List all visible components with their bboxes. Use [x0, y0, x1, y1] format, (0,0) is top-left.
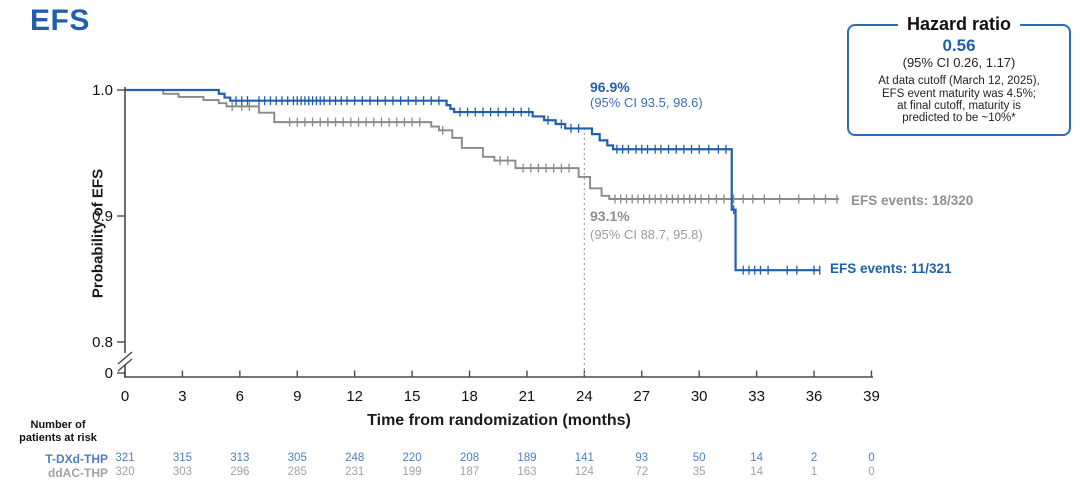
- risk-value: 189: [517, 452, 537, 464]
- risk-value: 14: [750, 466, 763, 478]
- risk-value: 315: [172, 452, 192, 464]
- risk-value: 124: [574, 466, 594, 478]
- risk-table-header-line1: Number of: [30, 419, 86, 431]
- ddac-24mo-estimate: 93.1%: [590, 208, 630, 224]
- ddac-24mo-ci: (95% CI 88.7, 95.8): [590, 227, 703, 242]
- risk-value: 0: [868, 466, 875, 478]
- risk-value: 296: [230, 466, 250, 478]
- risk-value: 0: [868, 452, 875, 464]
- x-tick-label: 12: [346, 388, 363, 405]
- x-tick-label: 9: [293, 388, 301, 405]
- risk-value: 141: [574, 452, 594, 464]
- risk-value: 187: [459, 466, 480, 478]
- risk-value: 248: [345, 452, 365, 464]
- risk-value: 320: [115, 466, 135, 478]
- risk-value: 72: [635, 466, 649, 478]
- risk-value: 231: [345, 466, 365, 478]
- risk-value: 208: [459, 452, 480, 464]
- risk-value: 163: [517, 466, 537, 478]
- axis-break-slash: [117, 351, 133, 365]
- y-tick-label: 0.9: [92, 208, 113, 225]
- y-tick-label: 0: [105, 365, 113, 382]
- ddac-events-label: EFS events: 18/320: [851, 193, 974, 208]
- risk-value: 305: [287, 452, 307, 464]
- x-tick-label: 30: [691, 388, 708, 405]
- km-curve-ddac-thp: [125, 89, 839, 200]
- x-tick-label: 24: [576, 388, 593, 405]
- risk-value: 2: [810, 452, 818, 464]
- hazard-ratio-box-title: Hazard ratio: [897, 14, 1021, 35]
- y-tick-label: 1.0: [92, 82, 113, 99]
- hazard-ratio-value: 0.56: [942, 36, 976, 55]
- risk-table-header-line2: patients at risk: [19, 432, 97, 444]
- risk-value: 50: [692, 452, 706, 464]
- risk-value: 93: [635, 452, 649, 464]
- tdxd-events-label: EFS events: 11/321: [830, 261, 952, 276]
- y-tick-label: 0.8: [92, 334, 113, 351]
- hazard-ratio-box: Hazard ratio 0.56 (95% CI 0.26, 1.17) At…: [847, 14, 1071, 136]
- x-tick-label: 15: [404, 388, 421, 405]
- x-tick-label: 0: [121, 388, 129, 405]
- x-axis-title: Time from randomization (months): [367, 412, 631, 429]
- x-tick-label: 18: [461, 388, 478, 405]
- risk-value: 285: [287, 466, 307, 478]
- risk-value: 220: [402, 452, 422, 464]
- page-title: EFS: [30, 4, 90, 37]
- x-tick-label: 27: [633, 388, 650, 405]
- x-tick-label: 21: [519, 388, 536, 405]
- tdxd-24mo-estimate: 96.9%: [590, 79, 630, 95]
- risk-value: 35: [692, 466, 706, 478]
- risk-value: 14: [750, 452, 763, 464]
- risk-row-label-ddac: ddAC-THP: [48, 466, 108, 480]
- x-tick-label: 33: [748, 388, 765, 405]
- risk-value: 303: [172, 466, 192, 478]
- y-axis-title: Probability of EFS: [89, 168, 107, 299]
- hazard-ratio-note: At data cutoff (March 12, 2025), EFS eve…: [878, 75, 1040, 125]
- risk-row-label-tdxd: T-DXd-THP: [45, 452, 108, 466]
- tdxd-24mo-ci: (95% CI 93.5, 98.6): [590, 95, 703, 110]
- hazard-ratio-ci: (95% CI 0.26, 1.17): [902, 54, 1016, 70]
- km-curve-t-dxd-thp: [125, 88, 820, 272]
- risk-value: 321: [115, 452, 135, 464]
- x-tick-label: 6: [236, 388, 244, 405]
- risk-value: 313: [230, 452, 250, 464]
- x-tick-label: 36: [806, 388, 823, 405]
- axis-break-slash: [117, 358, 133, 372]
- risk-value: 1: [810, 466, 818, 478]
- x-tick-label: 3: [178, 388, 186, 405]
- x-tick-label: 39: [863, 388, 880, 405]
- risk-value: 199: [402, 466, 422, 478]
